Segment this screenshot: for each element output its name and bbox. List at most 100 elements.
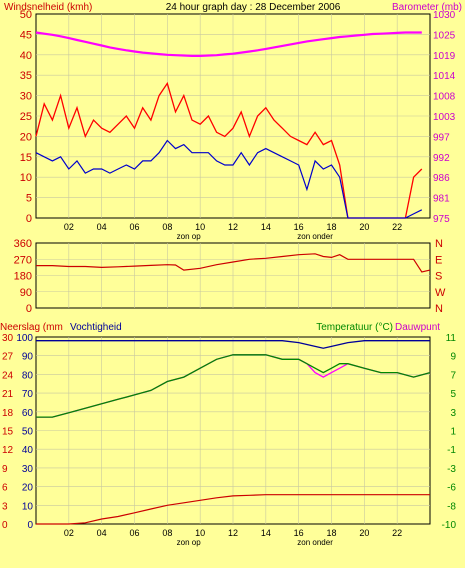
x-tick-label: 02 bbox=[64, 528, 74, 538]
x-tick-label: 18 bbox=[326, 222, 336, 232]
x-tick-label: 06 bbox=[129, 528, 139, 538]
x-tick-label: 20 bbox=[359, 222, 369, 232]
y2-tick-label: 975 bbox=[433, 214, 450, 225]
y2-tick-label: 981 bbox=[433, 194, 450, 205]
series-wind-line bbox=[35, 139, 423, 219]
x-tick-label: 16 bbox=[294, 222, 304, 232]
humidity-axis-label: Vochtigheid bbox=[70, 322, 122, 333]
y2-tick-label: 1003 bbox=[433, 112, 456, 123]
y-tick-label: 20 bbox=[20, 131, 32, 143]
compass-label: E bbox=[435, 254, 442, 266]
y-tick-label: 180 bbox=[14, 271, 32, 283]
y-axis-label: Windsnelheid (kmh) bbox=[4, 2, 92, 13]
temperature-tick-label: 5 bbox=[450, 389, 456, 400]
y-tick-label: 10 bbox=[20, 172, 32, 184]
y-tick-label: 40 bbox=[20, 50, 32, 62]
series-temperature-line bbox=[36, 354, 431, 418]
compass-label: N bbox=[435, 303, 443, 315]
humidity-temperature-chart: 0369121518212427300102030405060708090100… bbox=[0, 322, 456, 547]
y2-tick-label: 1019 bbox=[433, 51, 456, 62]
y-tick-label: 0 bbox=[26, 213, 32, 225]
y-tick-label: 0 bbox=[26, 303, 32, 315]
wind-barometer-chart: 0 5 10 15 20 25 30 35 40 45 50 975 981 986 992 997 1003 1… bbox=[4, 2, 462, 241]
humidity-tick-label: 10 bbox=[22, 501, 34, 512]
temperature-tick-label: 7 bbox=[450, 370, 456, 381]
y2-tick-label: 1014 bbox=[433, 71, 456, 82]
series-rain-line bbox=[36, 494, 430, 525]
x-tick-label: 08 bbox=[162, 222, 172, 232]
rain-tick-label: 24 bbox=[2, 370, 14, 381]
humidity-tick-label: 30 bbox=[22, 464, 34, 475]
humidity-tick-label: 90 bbox=[22, 352, 34, 363]
rain-tick-label: 9 bbox=[2, 464, 8, 475]
temperature-tick-label: -8 bbox=[447, 501, 456, 512]
humidity-tick-label: 50 bbox=[22, 427, 34, 438]
x-tick-label: 10 bbox=[195, 528, 205, 538]
rain-tick-label: 6 bbox=[2, 483, 8, 494]
compass-label: S bbox=[435, 271, 442, 283]
x-tick-label: 12 bbox=[228, 528, 238, 538]
sun-annotation: zon onder bbox=[297, 232, 333, 241]
humidity-tick-label: 40 bbox=[22, 445, 34, 456]
humidity-tick-label: 20 bbox=[22, 483, 34, 494]
humidity-tick-label: 60 bbox=[22, 408, 34, 419]
x-tick-label: 06 bbox=[129, 222, 139, 232]
y2-tick-label: 1025 bbox=[433, 30, 456, 41]
rain-tick-label: 27 bbox=[2, 352, 14, 363]
rain-tick-label: 21 bbox=[2, 389, 14, 400]
y2-tick-label: 1030 bbox=[433, 10, 456, 21]
x-tick-label: 10 bbox=[195, 222, 205, 232]
y-tick-label: 25 bbox=[20, 111, 32, 123]
x-tick-label: 18 bbox=[326, 528, 336, 538]
humidity-tick-label: 100 bbox=[16, 333, 33, 344]
sun-annotation: zon onder bbox=[297, 538, 333, 547]
y2-tick-label: 997 bbox=[433, 132, 450, 143]
x-tick-label: 20 bbox=[359, 528, 369, 538]
rain-tick-label: 30 bbox=[2, 333, 14, 344]
y-tick-label: 15 bbox=[20, 152, 32, 164]
y2-axis-label: Barometer (mb) bbox=[392, 2, 462, 13]
y2-tick-label: 986 bbox=[433, 173, 450, 184]
temperature-tick-label: 11 bbox=[446, 333, 457, 344]
y2-tick-label: 992 bbox=[433, 153, 450, 164]
y-tick-label: 30 bbox=[20, 91, 32, 103]
compass-label: N bbox=[435, 238, 443, 250]
temperature-tick-label: -6 bbox=[447, 483, 456, 494]
y-tick-label: 35 bbox=[20, 70, 32, 82]
rain-tick-label: 18 bbox=[2, 408, 14, 419]
rain-axis-label: Neerslag (mm bbox=[0, 322, 63, 333]
x-tick-label: 02 bbox=[64, 222, 74, 232]
y-tick-label: 90 bbox=[20, 287, 32, 299]
x-tick-label: 04 bbox=[97, 222, 107, 232]
x-tick-label: 14 bbox=[261, 528, 271, 538]
x-tick-label: 08 bbox=[162, 528, 172, 538]
temperature-tick-label: 1 bbox=[450, 427, 456, 438]
x-tick-label: 04 bbox=[97, 528, 107, 538]
x-tick-label: 22 bbox=[392, 222, 402, 232]
temperature-tick-label: -1 bbox=[447, 445, 456, 456]
y-tick-label: 270 bbox=[14, 254, 32, 266]
x-tick-label: 14 bbox=[261, 222, 271, 232]
y-tick-label: 45 bbox=[20, 29, 32, 41]
temperature-axis-label: Temperatuur (°C) bbox=[316, 322, 393, 333]
rain-tick-label: 12 bbox=[2, 445, 14, 456]
temperature-tick-label: 3 bbox=[450, 408, 456, 419]
y-tick-label: 5 bbox=[26, 193, 32, 205]
series-barometer-line bbox=[35, 31, 422, 58]
temperature-tick-label: -3 bbox=[447, 464, 456, 475]
x-tick-label: 16 bbox=[294, 528, 304, 538]
y-tick-label: 360 bbox=[14, 238, 32, 250]
dewpoint-axis-label: Dauwpunt bbox=[395, 322, 440, 333]
rain-tick-label: 15 bbox=[2, 427, 14, 438]
x-tick-label: 12 bbox=[228, 222, 238, 232]
rain-tick-label: 3 bbox=[2, 501, 8, 512]
compass-label: W bbox=[435, 287, 446, 299]
humidity-tick-label: 80 bbox=[22, 370, 34, 381]
series-humidity-line bbox=[36, 340, 430, 349]
y2-tick-label: 1008 bbox=[433, 92, 456, 103]
chart-title: 24 hour graph day : 28 December 2006 bbox=[166, 2, 341, 13]
rain-tick-label: 0 bbox=[2, 520, 8, 531]
